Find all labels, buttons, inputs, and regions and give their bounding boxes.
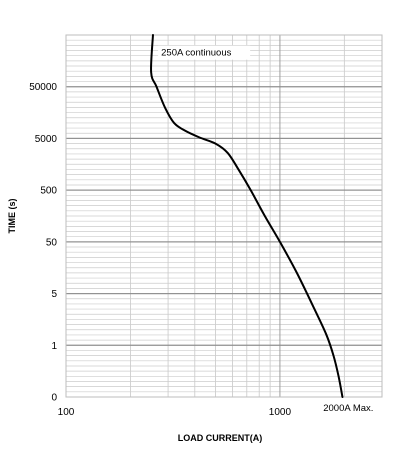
annotation-background bbox=[158, 45, 251, 60]
y-tick-label: 5 bbox=[51, 289, 57, 300]
annotation-continuous: 250A continuous bbox=[161, 48, 232, 59]
x-axis-title: LOAD CURRENT(A) bbox=[178, 433, 263, 443]
annotation-background bbox=[320, 401, 381, 414]
x-tick-label: 1000 bbox=[269, 407, 292, 418]
x-tick-label: 100 bbox=[58, 407, 75, 418]
major-gridlines bbox=[66, 34, 382, 398]
series-line bbox=[150, 34, 344, 398]
y-tick-label: 5000 bbox=[35, 134, 58, 145]
plot-area-border bbox=[65, 34, 383, 398]
minor-gridlines bbox=[66, 35, 382, 397]
y-tick-label: 0 bbox=[51, 393, 57, 404]
x-axis-tick-labels: 100 1000 bbox=[58, 407, 292, 418]
y-tick-label: 50 bbox=[46, 237, 58, 248]
annotation-max: 2000A Max. bbox=[323, 403, 373, 414]
y-axis-title: TIME (s) bbox=[7, 198, 17, 233]
y-axis-tick-labels: 0 1 5 50 500 5000 50000 bbox=[29, 82, 57, 403]
annotations: 250A continuous 2000A Max. bbox=[158, 45, 381, 414]
y-tick-label: 1 bbox=[51, 341, 57, 352]
y-tick-label: 500 bbox=[40, 186, 57, 197]
y-tick-label: 50000 bbox=[29, 82, 57, 93]
